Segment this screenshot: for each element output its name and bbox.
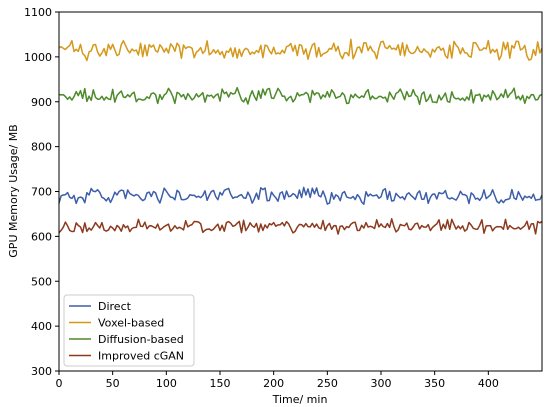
x-tick-label: 400 [478,377,499,390]
x-axis-label: Time/ min [272,393,328,406]
y-tick-label: 900 [31,96,52,109]
legend-label: Improved cGAN [98,350,184,363]
legend-label: Direct [98,300,132,313]
x-tick-label: 50 [106,377,120,390]
y-tick-label: 1100 [24,6,52,19]
y-tick-label: 300 [31,365,52,378]
x-tick-label: 200 [263,377,284,390]
x-tick-label: 300 [371,377,392,390]
x-tick-label: 350 [424,377,445,390]
x-axis-ticks: 0 50 100 150 200 250 300 350 400 [56,371,499,390]
series-line [58,218,543,235]
series-line [58,186,543,205]
series-lines [58,38,543,235]
y-tick-label: 600 [31,230,52,243]
legend: Direct Voxel-based Diffusion-based Improved… [63,294,195,367]
y-tick-label: 700 [31,186,52,199]
y-axis-label: GPU Memory Usage/ MB [7,124,20,257]
series-line [58,86,543,106]
series-line [58,38,543,62]
y-axis-ticks: 300 400 500 600 700 800 900 1000 1100 [24,6,59,378]
y-tick-label: 800 [31,141,52,154]
x-tick-label: 250 [317,377,338,390]
y-tick-label: 400 [31,320,52,333]
legend-label: Voxel-based [98,317,164,330]
x-tick-label: 100 [156,377,177,390]
x-tick-label: 0 [56,377,63,390]
x-tick-label: 150 [210,377,231,390]
legend-box [63,294,195,367]
y-tick-label: 500 [31,275,52,288]
legend-label: Diffusion-based [98,333,184,346]
y-tick-label: 1000 [24,51,52,64]
